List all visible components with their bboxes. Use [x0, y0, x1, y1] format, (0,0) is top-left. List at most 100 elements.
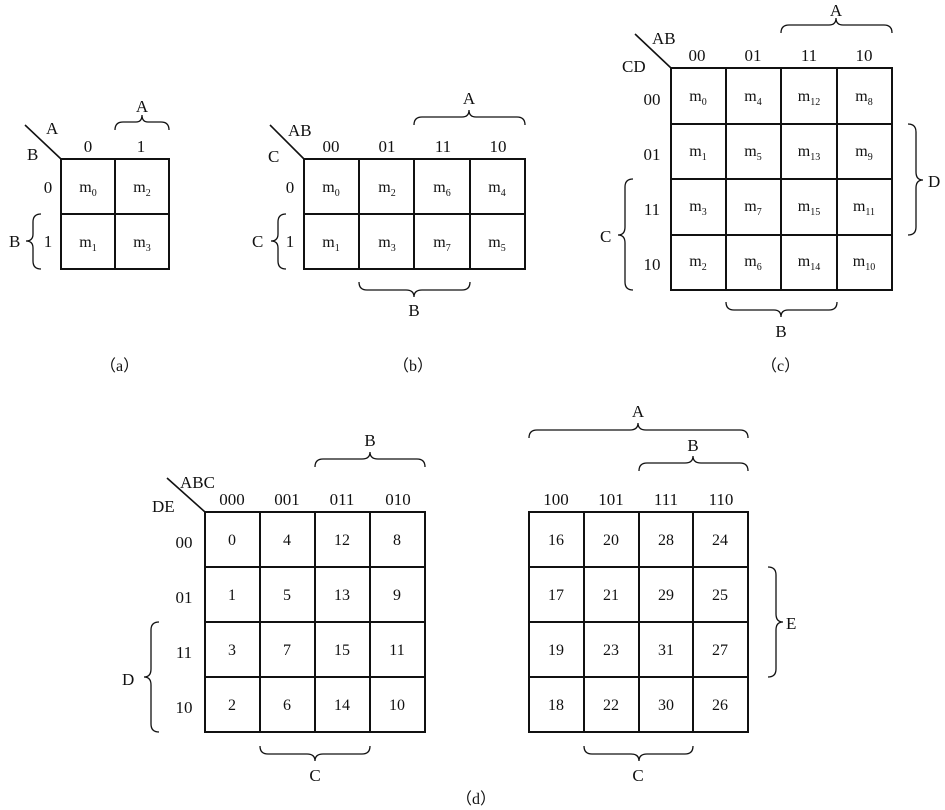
kmap-b-cell: m5 — [488, 234, 505, 254]
kmap-a-col-code: 0 — [84, 137, 93, 156]
kmap-d-row-code: 11 — [176, 643, 192, 662]
kmap-d-cell: 10 — [389, 697, 405, 714]
kmap-a-corner-top: A — [46, 119, 59, 138]
kmap-a-corner-left: B — [27, 145, 38, 164]
kmap-d-col-code: 110 — [709, 490, 734, 509]
kmap-b-cell: m1 — [322, 234, 339, 254]
kmap-d-right-inner-top-brace — [638, 455, 749, 472]
kmap-d-left-half: 000 001 011 010 00 01 11 10 0 4 12 8 1 5… — [122, 431, 426, 785]
kmap-c-col-code: 00 — [689, 46, 706, 65]
kmap-c-cell: m7 — [744, 198, 761, 218]
kmap-d-cell: 18 — [548, 697, 564, 714]
kmap-d-right-brace — [767, 566, 784, 678]
kmap-b-col-code: 01 — [379, 137, 396, 156]
kmap-c-cell: m5 — [744, 143, 761, 163]
kmap-b-caption: （b） — [393, 357, 433, 375]
kmap-a-row-code: 0 — [44, 178, 53, 197]
kmap-a-top-brace-label: A — [136, 97, 149, 116]
kmap-d-row-code: 01 — [176, 588, 193, 607]
kmap-d-cell: 20 — [603, 532, 619, 549]
kmap-c-bottom-brace — [725, 301, 838, 318]
kmap-b-col-code: 10 — [490, 137, 507, 156]
kmap-d-cell: 19 — [548, 642, 564, 659]
kmap-b-cell: m4 — [488, 179, 505, 199]
kmap-b-cell: m0 — [322, 179, 339, 199]
kmap-d-cell: 9 — [393, 587, 401, 604]
kmap-c-top-brace — [780, 17, 893, 34]
kmap-d-cell: 27 — [712, 642, 728, 659]
kmap-a-row-code: 1 — [44, 232, 53, 251]
kmap-d-col-code: 011 — [330, 490, 355, 509]
kmap-d-left-bottom-brace-label: C — [309, 766, 320, 785]
kmap-d-cell: 11 — [389, 642, 404, 659]
kmap-c-corner-left: CD — [622, 57, 646, 76]
kmap-d-cell: 16 — [548, 532, 564, 549]
kmap-d-cell: 1 — [228, 587, 236, 604]
kmap-b-bottom-brace — [358, 281, 471, 298]
kmap-d-col-code: 000 — [219, 490, 245, 509]
kmap-d-cell: 29 — [658, 587, 674, 604]
kmap-c-col-code: 01 — [745, 46, 762, 65]
kmap-d-col-code: 001 — [274, 490, 300, 509]
kmap-c-row-code: 11 — [644, 200, 660, 219]
kmap-c-col-code: 11 — [801, 46, 817, 65]
kmap-c-cell: m4 — [744, 88, 761, 108]
kmap-d-cell: 28 — [658, 532, 674, 549]
kmap-d-right-inner-top-brace-label: B — [687, 436, 698, 455]
kmap-c-cell: m14 — [798, 253, 820, 273]
kmap-d-right-half: 100 101 111 110 16 20 28 24 17 21 29 25 … — [528, 402, 796, 785]
kmap-d-cell: 6 — [283, 697, 291, 714]
kmap-d-right-brace-label: E — [786, 614, 796, 633]
kmap-c-row-code: 00 — [644, 90, 661, 109]
kmap-d-cell: 4 — [283, 532, 291, 549]
kmap-c-cell: m1 — [689, 143, 706, 163]
kmap-c-left-brace — [617, 178, 634, 291]
kmap-d-cell: 21 — [603, 587, 619, 604]
kmap-d-cell: 25 — [712, 587, 728, 604]
kmap-d-right-outer-top-brace — [528, 422, 749, 439]
kmap-b-cell: m7 — [433, 234, 450, 254]
kmap-b-corner-top: AB — [288, 121, 312, 140]
kmap-a-top-brace — [114, 114, 170, 131]
kmap-a-cell: m3 — [133, 234, 150, 254]
kmap-c-cell: m13 — [798, 143, 820, 163]
kmap-d-left-top-brace-label: B — [364, 431, 375, 450]
kmap-d-cell: 3 — [228, 642, 236, 659]
kmap-a-cell: m0 — [79, 179, 96, 199]
kmap-c-cell: m12 — [798, 88, 820, 108]
kmap-d-cell: 17 — [548, 587, 564, 604]
kmap-d-col-code: 010 — [385, 490, 411, 509]
kmap-d-cell: 30 — [658, 697, 674, 714]
kmap-c-row-code: 01 — [644, 145, 661, 164]
kmap-b-row-code: 0 — [286, 178, 295, 197]
kmap-b-left-brace-label: C — [252, 232, 263, 251]
kmap-d-left-brace — [143, 621, 160, 733]
kmap-d-row-code: 00 — [176, 533, 193, 552]
kmap-a-left-brace-label: B — [9, 232, 20, 251]
kmap-b-col-code: 00 — [323, 137, 340, 156]
kmap-b-bottom-brace-label: B — [408, 301, 419, 320]
kmap-c-cell: m6 — [744, 253, 761, 273]
kmap-b-cell: m3 — [378, 234, 395, 254]
kmap-b-top-brace — [413, 109, 526, 126]
kmap-d-right-bottom-brace — [583, 745, 694, 762]
kmap-c-bottom-brace-label: B — [775, 322, 786, 341]
kmap-c: AB CD 00 01 11 10 00 01 11 10 m0 m4 m12 … — [600, 1, 940, 375]
kmap-d-cell: 14 — [334, 697, 350, 714]
kmap-b: AB C 00 01 11 10 0 1 m0 m2 m6 m4 m1 m3 m… — [252, 89, 526, 375]
kmap-d-cell: 26 — [712, 697, 728, 714]
kmap-c-cell: m15 — [798, 198, 820, 218]
kmap-c-right-brace — [907, 123, 924, 236]
kmap-b-row-code: 1 — [286, 232, 295, 251]
kmap-c-col-code: 10 — [856, 46, 873, 65]
kmap-d-col-code: 111 — [654, 490, 678, 509]
kmap-d-row-code: 10 — [176, 698, 193, 717]
kmap-d-cell: 24 — [712, 532, 728, 549]
kmap-c-right-brace-label: D — [928, 172, 940, 191]
kmap-c-cell: m2 — [689, 253, 706, 273]
kmap-d-cell: 5 — [283, 587, 291, 604]
kmap-d-cell: 15 — [334, 642, 350, 659]
kmap-a: A B 0 1 0 1 m0 m2 m1 m3 A B （a） — [9, 97, 170, 375]
kmap-c-row-code: 10 — [644, 255, 661, 274]
